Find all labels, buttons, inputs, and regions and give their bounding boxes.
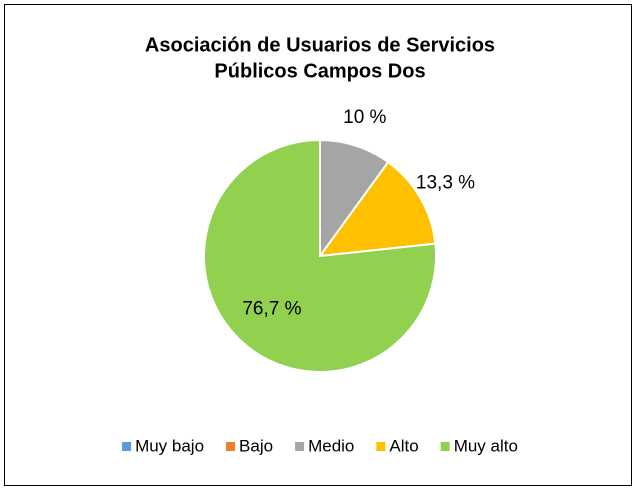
chart-title: Asociación de Usuarios de Servicios (145, 34, 495, 56)
legend-swatch (226, 442, 236, 451)
legend-label: Bajo (239, 436, 273, 455)
legend-label: Medio (308, 436, 354, 455)
legend-swatch (295, 442, 305, 451)
data-label: 76,7 % (242, 299, 301, 320)
pie-slice (203, 138, 437, 373)
legend-label: Muy bajo (135, 436, 204, 455)
data-label: 13,3 % (416, 172, 475, 193)
chart-title: Públicos Campos Dos (214, 60, 425, 82)
pie-slice (319, 138, 390, 260)
data-label: 10 % (343, 107, 386, 128)
legend-swatch (376, 442, 386, 451)
legend-swatch (440, 442, 450, 451)
legend-swatch (122, 442, 132, 451)
legend-label: Muy alto (454, 436, 518, 455)
pie-slice (317, 160, 437, 258)
legend-label: Alto (389, 436, 418, 455)
